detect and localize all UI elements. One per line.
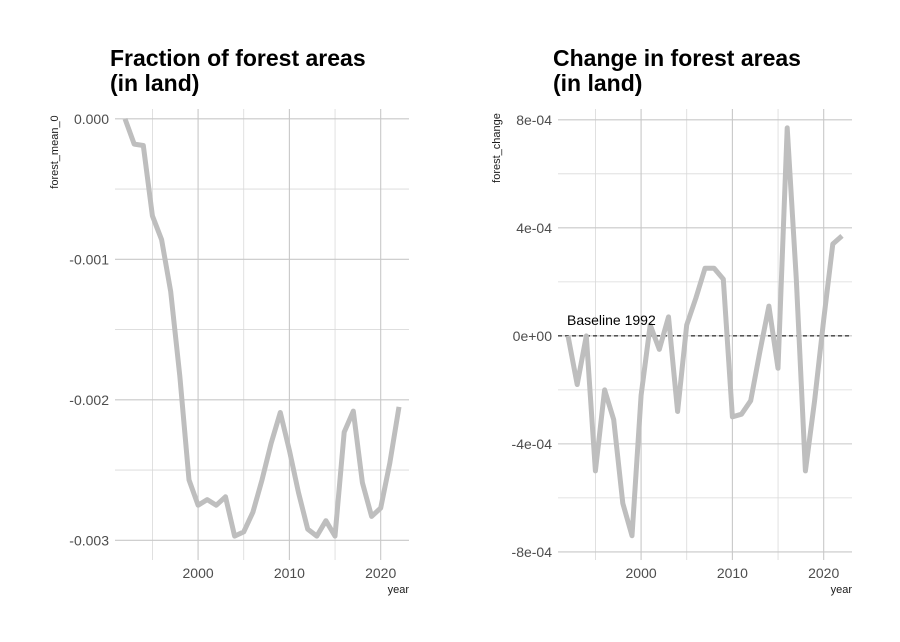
right-y-tick-label: 0e+00 bbox=[513, 328, 553, 344]
right-y-axis-label: forest_change bbox=[491, 113, 503, 183]
left-chart: 0.000 -0.001 -0.002 -0.003 2000 2010 2020 yea… bbox=[49, 109, 409, 596]
left-y-axis-label: forest_mean_0 bbox=[49, 115, 61, 188]
right-x-tick-label: 2020 bbox=[808, 565, 839, 581]
right-y-tick-label: -4e-04 bbox=[512, 436, 553, 452]
right-x-axis-label: year bbox=[831, 584, 853, 596]
left-y-tick-labels: 0.000 -0.001 -0.002 -0.003 bbox=[69, 111, 109, 548]
right-x-tick-label: 2010 bbox=[717, 565, 748, 581]
right-x-tick-label: 2000 bbox=[626, 565, 657, 581]
baseline-annotation: Baseline 1992 bbox=[567, 312, 656, 328]
left-chart-title-line2: (in land) bbox=[110, 70, 200, 96]
left-y-tick-label: -0.002 bbox=[69, 392, 109, 408]
left-x-tick-label: 2010 bbox=[274, 565, 305, 581]
left-chart-title-line1: Fraction of forest areas bbox=[110, 45, 366, 71]
right-y-tick-labels: 8e-04 4e-04 0e+00 -4e-04 -8e-04 bbox=[512, 112, 553, 560]
right-y-tick-label: 8e-04 bbox=[516, 112, 552, 128]
left-y-tick-label: -0.001 bbox=[69, 251, 109, 267]
left-y-tick-label: -0.003 bbox=[69, 532, 109, 548]
right-y-tick-label: 4e-04 bbox=[516, 220, 552, 236]
left-y-tick-label: 0.000 bbox=[74, 111, 109, 127]
left-chart-title: Fraction of forest areas (in land) bbox=[110, 46, 366, 96]
left-x-tick-labels: 2000 2010 2020 bbox=[183, 565, 397, 581]
right-x-tick-labels: 2000 2010 2020 bbox=[626, 565, 840, 581]
left-x-tick-label: 2000 bbox=[183, 565, 214, 581]
left-grid bbox=[115, 109, 409, 560]
left-x-tick-label: 2020 bbox=[365, 565, 396, 581]
right-grid bbox=[558, 109, 852, 560]
right-chart-title-line1: Change in forest areas bbox=[553, 45, 801, 71]
right-y-tick-label: -8e-04 bbox=[512, 544, 553, 560]
left-series-line bbox=[122, 117, 402, 539]
right-chart-title: Change in forest areas (in land) bbox=[553, 46, 801, 96]
right-chart-title-line2: (in land) bbox=[553, 70, 643, 96]
left-x-axis-label: year bbox=[388, 584, 410, 596]
right-chart: Baseline 1992 8e-04 4e-04 0e+00 -4e-04 -8e-0… bbox=[491, 109, 852, 596]
right-series-line bbox=[565, 125, 844, 539]
